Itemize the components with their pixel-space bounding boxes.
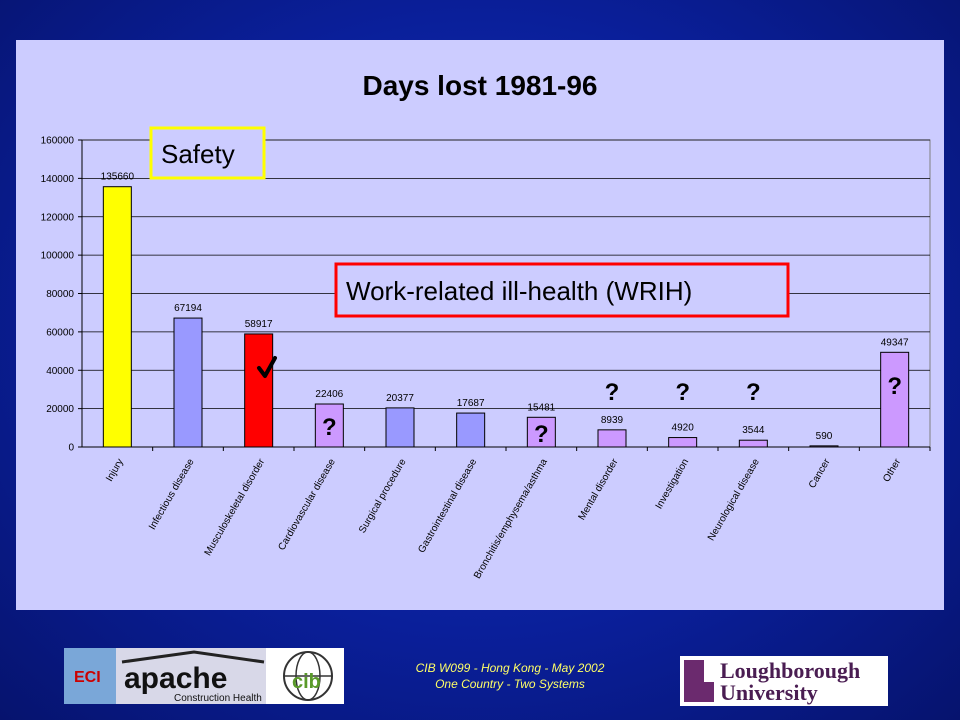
bar-chart: Days lost 1981-96 0 20000 40000 60000 80000 1…: [41, 70, 931, 581]
plot-area: 0 20000 40000 60000 80000 100000 120000 140000 1…: [41, 136, 931, 581]
cib-logo-text: cib: [292, 671, 321, 693]
loughborough-crest-icon: [684, 660, 714, 702]
question-mark: ?: [746, 379, 761, 406]
category-label: Surgical procedure: [357, 457, 409, 536]
eci-logo-text: ECI: [74, 669, 101, 686]
chart-panel: Days lost 1981-96 0 20000 40000 60000 80000 1…: [16, 40, 944, 610]
category-label: Infectious disease: [147, 457, 197, 532]
category-label: Cardiovascular disease: [276, 457, 338, 553]
apache-logo-subtext: Construction Health: [174, 693, 262, 704]
category-label: Bronchitis/emphysema/asthma: [472, 457, 550, 581]
checkmark-icon: [257, 356, 277, 378]
category-label: Mental disorder: [577, 456, 621, 522]
bar: [809, 445, 839, 448]
footer-caption: CIB W099 - Hong Kong - May 2002 One Coun…: [380, 660, 640, 692]
category-label: Injury: [104, 457, 126, 484]
wrih-box: [334, 262, 790, 318]
partner-logos-graphic: ECI apache Construction Health cib: [64, 648, 333, 704]
data-label: 135660: [101, 172, 135, 183]
y-tick-label: 120000: [41, 212, 75, 223]
question-marks: ??????: [322, 373, 902, 448]
data-label: 4920: [672, 423, 695, 434]
y-tick-label: 40000: [46, 366, 74, 377]
category-label: Other: [881, 456, 903, 484]
y-tick-label: 0: [68, 443, 74, 454]
data-label: 3544: [742, 425, 765, 436]
loughborough-logo: Loughborough University: [680, 656, 888, 706]
data-label: 58917: [245, 319, 273, 330]
loughborough-logo-graphic: Loughborough University: [684, 658, 860, 705]
question-mark: ?: [322, 414, 337, 441]
bar: [102, 186, 132, 448]
data-label: 17687: [457, 398, 485, 409]
data-label: 15481: [527, 402, 555, 413]
category-label: Neurological disease: [706, 457, 762, 543]
bar: [244, 333, 274, 448]
eci-logo-bg: [64, 648, 116, 704]
data-label: 8939: [601, 415, 624, 426]
bar: [738, 439, 768, 448]
y-tick-label: 140000: [41, 174, 75, 185]
data-label: 590: [816, 431, 833, 442]
chart-title: Days lost 1981-96: [362, 70, 597, 101]
loughborough-line1: Loughborough: [720, 658, 860, 683]
apache-roof-icon: [121, 650, 265, 664]
wrih-label: Work-related ill-health (WRIH): [346, 276, 692, 306]
data-label: 20377: [386, 393, 414, 404]
bar: [456, 412, 486, 448]
bar: [526, 416, 556, 448]
y-tick-label: 60000: [46, 327, 74, 338]
bar: [173, 317, 203, 448]
y-tick-label: 100000: [41, 251, 75, 262]
y-tick-label: 20000: [46, 404, 74, 415]
category-label: Investigation: [654, 457, 692, 511]
safety-label: Safety: [161, 139, 235, 169]
partner-logos: ECI apache Construction Health cib: [64, 648, 344, 704]
question-mark: ?: [534, 421, 549, 448]
y-tick-label: 160000: [41, 136, 75, 147]
bar: [880, 351, 910, 448]
category-label: Gastrointestinal disease: [416, 457, 479, 555]
bar: [668, 437, 698, 448]
question-mark: ?: [887, 373, 902, 400]
data-label: 49347: [881, 337, 909, 348]
category-label: Cancer: [807, 456, 833, 490]
footer-caption-line1: CIB W099 - Hong Kong - May 2002: [415, 661, 605, 675]
category-label: Musculoskeletal disorder: [203, 456, 268, 557]
loughborough-line2: University: [720, 680, 818, 705]
footer-caption-line2: One Country - Two Systems: [435, 677, 585, 691]
question-mark: ?: [675, 379, 690, 406]
data-label: 22406: [315, 389, 343, 400]
data-label: 67194: [174, 303, 202, 314]
bar: [597, 429, 627, 448]
safety-box: [149, 126, 266, 180]
y-tick-label: 80000: [46, 289, 74, 300]
bar: [314, 403, 344, 448]
apache-logo-text: apache: [124, 662, 227, 695]
bar: [385, 407, 415, 448]
question-mark: ?: [605, 379, 620, 406]
